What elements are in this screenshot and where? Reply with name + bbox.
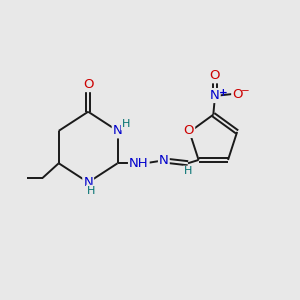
Text: N: N (83, 176, 93, 189)
Text: H: H (122, 119, 130, 129)
Text: H: H (87, 186, 95, 196)
Text: O: O (232, 88, 243, 100)
Text: H: H (184, 167, 192, 176)
Text: N: N (113, 124, 122, 137)
Text: +: + (219, 88, 227, 98)
Text: O: O (184, 124, 194, 137)
Text: N: N (159, 154, 169, 167)
Text: O: O (209, 69, 220, 82)
Text: O: O (83, 78, 93, 91)
Text: NH: NH (129, 157, 148, 170)
Text: N: N (210, 89, 220, 102)
Text: −: − (241, 86, 250, 96)
